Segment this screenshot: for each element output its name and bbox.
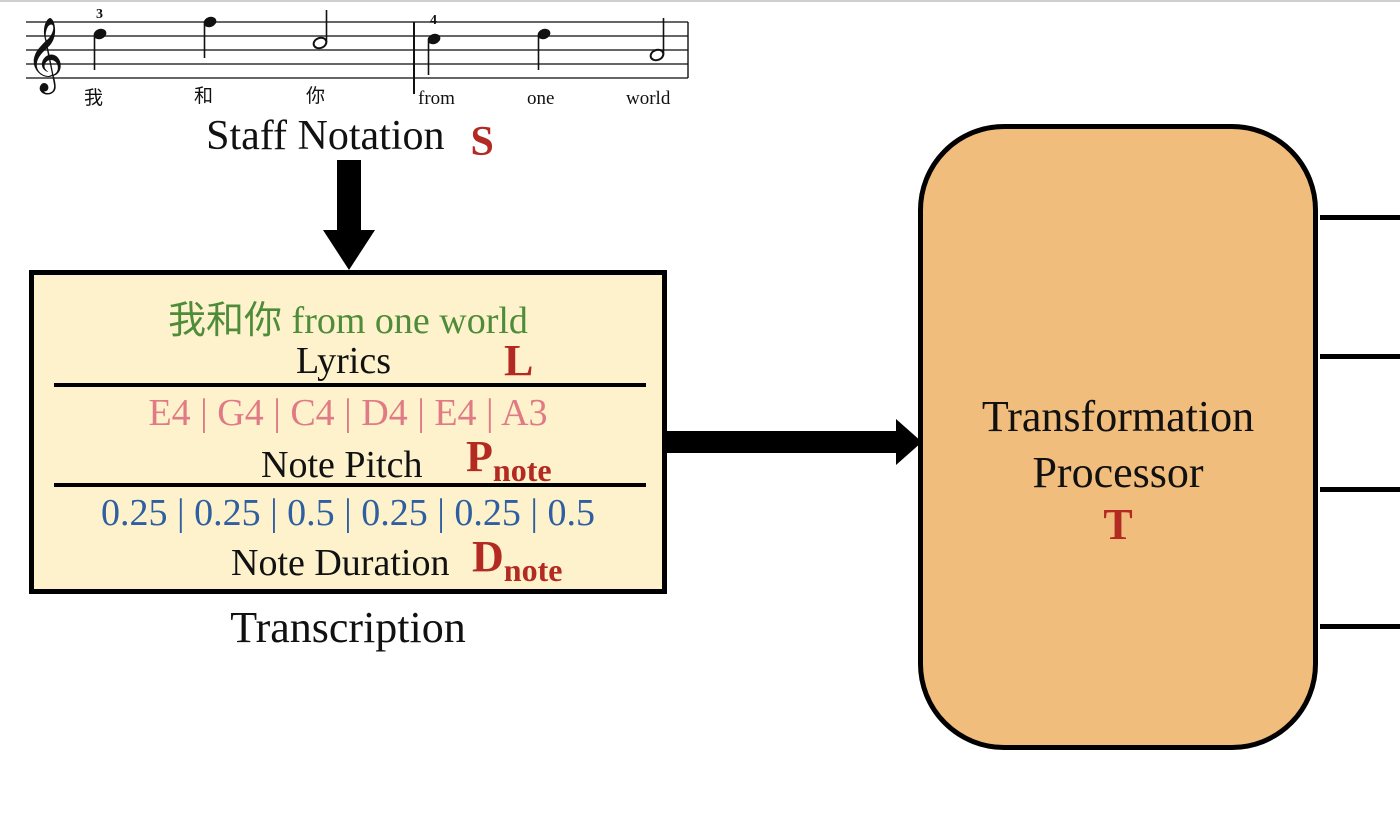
staff-lines — [26, 21, 688, 79]
pitch-symbol-main: P — [466, 432, 493, 481]
processor-title-line2: Processor — [1032, 448, 1204, 497]
lyrics-symbol: L — [504, 336, 534, 385]
duration-symbol-subscript: note — [503, 552, 563, 588]
staff-lyric: 我 — [84, 87, 103, 109]
staff-notation: 𝄞 3 4 我 和 你 from one world — [26, 7, 689, 109]
note-5 — [537, 28, 551, 70]
note-1 — [93, 28, 107, 70]
staff-lyric: world — [626, 88, 671, 109]
divider — [54, 383, 646, 387]
staff-symbol: S — [470, 119, 494, 165]
notehead — [203, 16, 217, 28]
arrow-right-shaft — [663, 431, 899, 453]
arrow-right-icon — [896, 419, 922, 465]
staff-lyric: one — [527, 88, 554, 109]
staff-notation-label: Staff Notation — [206, 113, 445, 159]
lyrics-label: Lyrics — [296, 340, 391, 382]
pitch-value: E4 | G4 | C4 | D4 | E4 | A3 — [148, 392, 548, 434]
duration-label: Note Duration — [231, 542, 450, 584]
note-6 — [649, 18, 665, 62]
notehead — [537, 28, 551, 40]
transcription-title: Transcription — [230, 603, 466, 652]
duration-value: 0.25 | 0.25 | 0.5 | 0.25 | 0.25 | 0.5 — [100, 492, 596, 534]
note-2 — [203, 16, 217, 58]
staff-lyric: 和 — [194, 85, 213, 107]
pitch-label: Note Pitch — [261, 444, 423, 486]
notehead — [427, 33, 441, 45]
transformation-processor-box: Transformation Processor T — [918, 124, 1318, 750]
pitch-symbol: Pnote — [466, 431, 552, 488]
note-4 — [427, 33, 441, 75]
measure-number: 3 — [96, 7, 103, 22]
output-connector — [1320, 215, 1400, 220]
treble-clef-icon: 𝄞 — [26, 18, 64, 95]
arrow-down-icon — [323, 230, 375, 270]
processor-title-line1: Transformation — [981, 392, 1255, 441]
notehead — [93, 28, 107, 40]
output-connector — [1320, 487, 1400, 492]
top-border — [0, 0, 1400, 2]
divider — [54, 483, 646, 487]
duration-symbol: Dnote — [472, 531, 562, 588]
processor-symbol: T — [1103, 500, 1133, 549]
arrow-down-shaft — [337, 160, 361, 232]
notehead — [312, 36, 328, 50]
lyrics-value: 我和你 from one world — [168, 300, 528, 342]
staff-notation-title: Staff Notation S — [150, 112, 550, 165]
output-connector — [1320, 354, 1400, 359]
transcription-box: 我和你 from one world Lyrics L E4 | G4 | C4… — [29, 270, 667, 594]
note-3 — [312, 10, 328, 50]
duration-symbol-main: D — [472, 532, 504, 581]
measure-number: 4 — [430, 13, 437, 28]
staff-lyric: 你 — [306, 85, 325, 107]
pitch-symbol-subscript: note — [492, 452, 552, 488]
staff-lyric: from — [418, 88, 455, 109]
output-connector — [1320, 624, 1400, 629]
